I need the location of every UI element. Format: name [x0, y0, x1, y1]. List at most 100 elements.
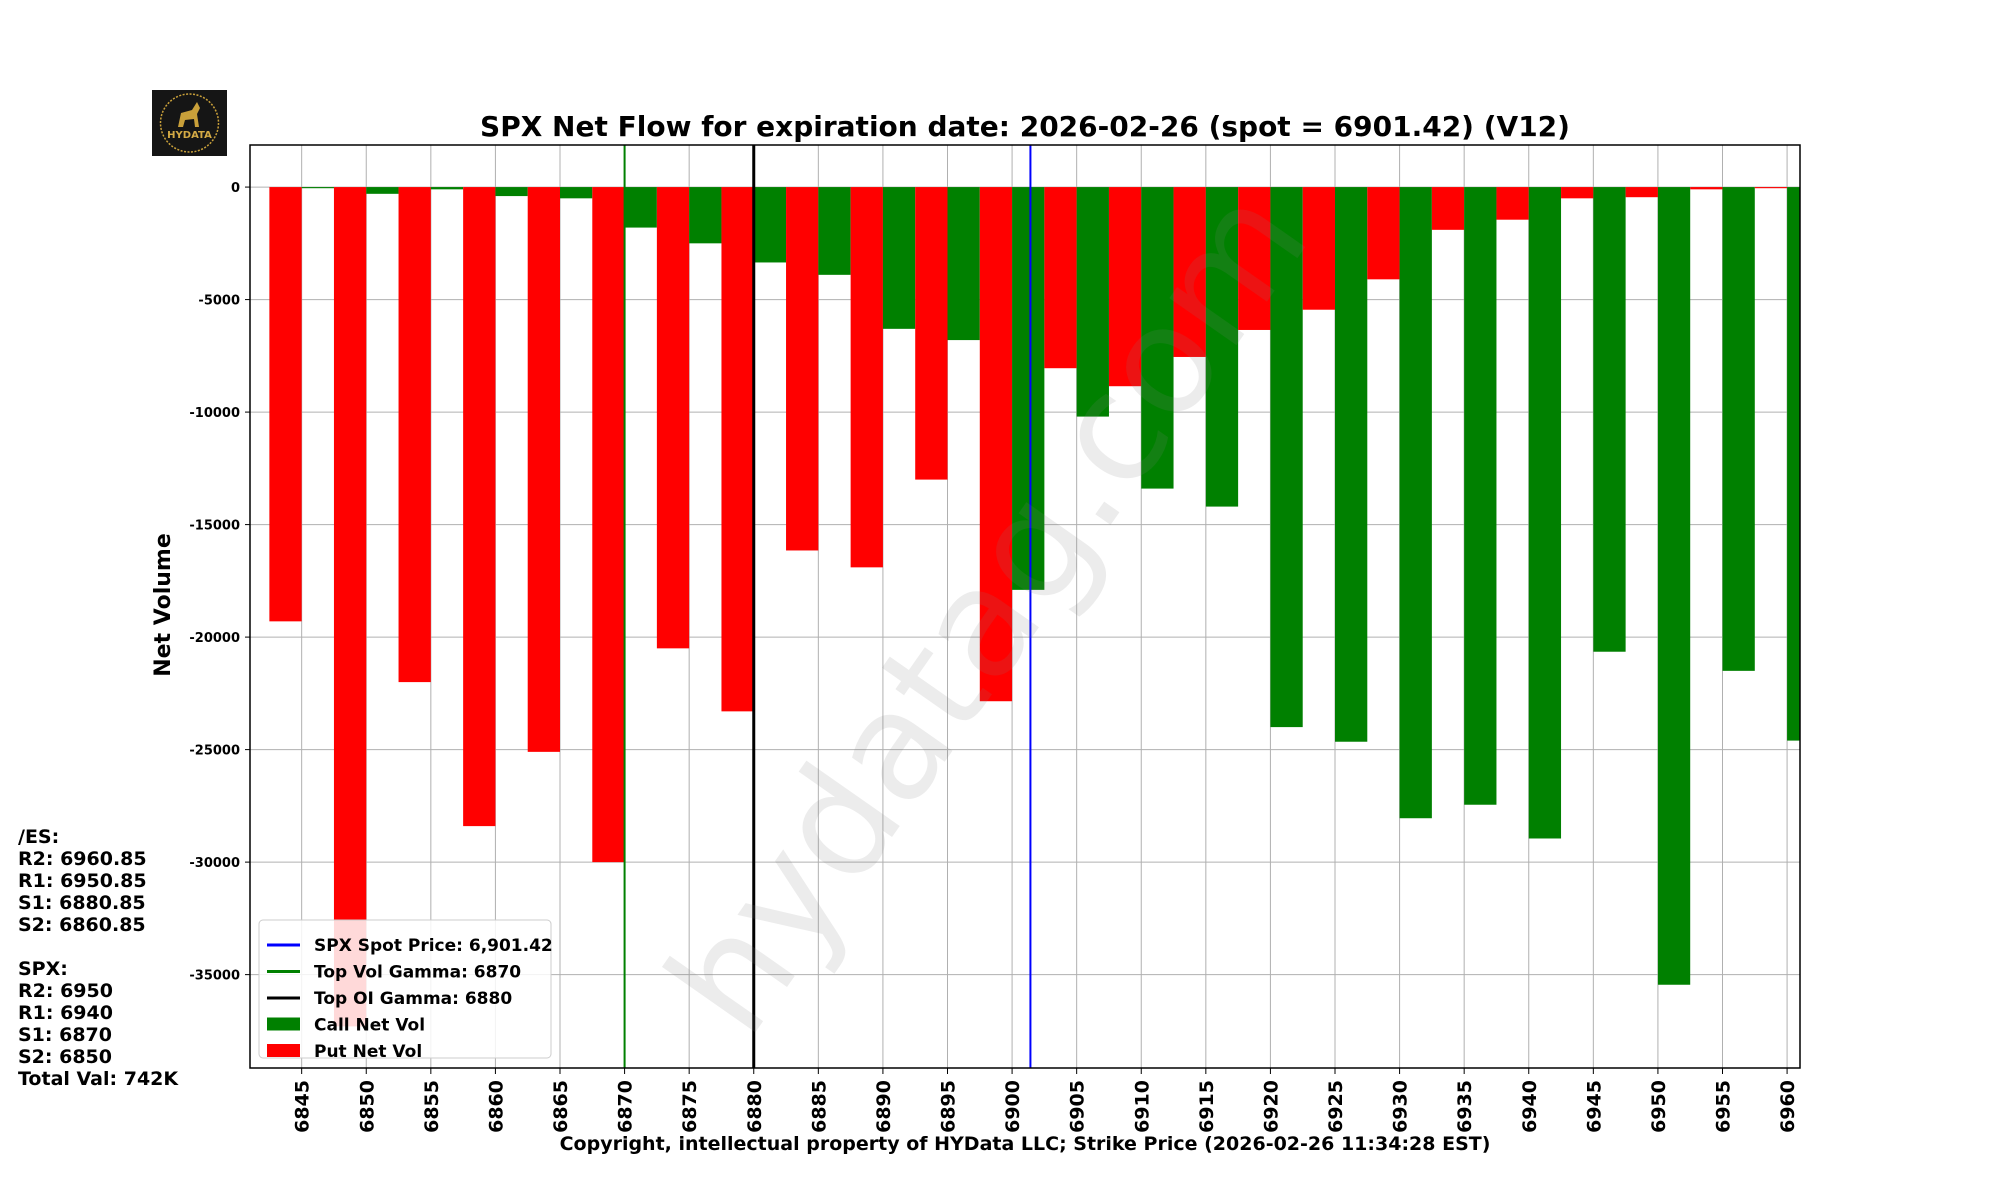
- plot-frame: [249, 144, 1801, 1069]
- legend-label: Top OI Gamma: 6880: [314, 989, 512, 1009]
- put-bar: [1238, 187, 1271, 330]
- x-tick-label: 6930: [1390, 1080, 1412, 1133]
- call-bar: [689, 187, 722, 244]
- y-tick-label: -15000: [189, 519, 240, 534]
- x-tick-label: 6860: [485, 1080, 507, 1133]
- call-bar: [1270, 187, 1303, 728]
- x-tick-label: 6960: [1777, 1080, 1799, 1133]
- call-bar: [1335, 187, 1368, 742]
- call-bar: [560, 187, 593, 199]
- call-bar: [430, 187, 464, 190]
- put-bar: [1108, 187, 1142, 387]
- y-axis-label: Net Volume: [151, 533, 176, 677]
- put-bar: [398, 187, 431, 683]
- y-tick-label: -20000: [189, 631, 240, 646]
- y-tick-label: -35000: [189, 969, 240, 984]
- legend-label: Call Net Vol: [314, 1016, 425, 1036]
- put-bar: [1367, 187, 1400, 280]
- call-bar: [495, 187, 528, 197]
- x-tick-label: 6895: [938, 1080, 960, 1133]
- x-tick-label: 6910: [1131, 1080, 1153, 1133]
- x-ticks: 6845 6850 6855 6860 6865 6870 6875 6880 6885 6890…: [292, 1068, 1799, 1133]
- spx-level: S1: 6870: [18, 1024, 112, 1046]
- es-level: R1: 6950.85: [18, 870, 147, 892]
- x-tick-label: 6880: [744, 1080, 766, 1133]
- put-bar: [721, 187, 754, 712]
- x-tick-label: 6950: [1648, 1080, 1670, 1133]
- legend-label: Top Vol Gamma: 6870: [314, 963, 521, 983]
- x-tick-label: 6940: [1519, 1080, 1541, 1133]
- call-bar: [882, 187, 916, 329]
- x-tick-label: 6900: [1002, 1080, 1024, 1133]
- call-bar: [624, 187, 657, 228]
- call-bar: [753, 187, 787, 263]
- put-bar: [915, 187, 948, 480]
- x-tick-label: 6955: [1713, 1080, 1735, 1133]
- call-bar: [1012, 187, 1045, 590]
- x-tick-label: 6920: [1260, 1080, 1282, 1133]
- put-bar: [527, 187, 560, 752]
- put-bar: [656, 187, 690, 649]
- put-bar: [1754, 187, 1788, 189]
- x-tick-label: 6915: [1196, 1080, 1218, 1133]
- call-bar: [1593, 187, 1626, 652]
- put-bar: [850, 187, 883, 568]
- y-tick-label: 0: [231, 181, 240, 196]
- es-header: /ES:: [18, 826, 60, 848]
- spx-level: S2: 6850: [18, 1046, 112, 1068]
- put-bar: [1431, 187, 1465, 230]
- put-bar: [463, 187, 496, 827]
- call-bar: [1657, 187, 1691, 985]
- x-tick-label: 6855: [421, 1080, 443, 1133]
- call-bar: [947, 187, 980, 341]
- put-bar: [269, 187, 302, 622]
- logo: HYDATA: [152, 90, 227, 156]
- x-tick-label: 6905: [1067, 1080, 1089, 1133]
- put-bar: [592, 187, 625, 863]
- call-bar: [1076, 187, 1109, 417]
- put-bar: [1625, 187, 1658, 198]
- call-bar: [1141, 187, 1174, 489]
- x-tick-label: 6870: [615, 1080, 637, 1133]
- x-tick-label: 6945: [1583, 1080, 1605, 1133]
- legend-patch-swatch: [267, 1017, 300, 1031]
- x-tick-label: 6935: [1454, 1080, 1476, 1133]
- call-bar: [1399, 187, 1432, 819]
- put-bar: [786, 187, 819, 551]
- es-level: S1: 6880.85: [18, 892, 146, 914]
- put-bar: [1173, 187, 1206, 357]
- spx-level: R2: 6950: [18, 980, 113, 1002]
- put-bar: [1690, 187, 1723, 190]
- call-bar: [366, 187, 399, 194]
- x-tick-label: 6845: [292, 1080, 314, 1133]
- x-tick-label: 6890: [873, 1080, 895, 1133]
- call-bar: [1722, 187, 1755, 671]
- y-tick-label: -25000: [189, 744, 240, 759]
- total-value: Total Val: 742K: [18, 1068, 179, 1090]
- put-bar: [1561, 187, 1594, 199]
- legend-patch-swatch: [267, 1044, 300, 1057]
- call-bar: [301, 187, 334, 189]
- put-bar: [979, 187, 1013, 702]
- x-axis-label: Copyright, intellectual property of HYDa…: [560, 1133, 1491, 1155]
- bars: [269, 187, 1800, 1027]
- svg-text:HYDATA: HYDATA: [167, 130, 212, 141]
- call-bar: [1528, 187, 1562, 839]
- call-bar: [818, 187, 851, 275]
- y-ticks: 0 -5000 -10000 -15000 -20000 -25000 -30000 -350…: [189, 181, 250, 984]
- x-tick-label: 6865: [550, 1080, 572, 1133]
- es-level: S2: 6860.85: [18, 914, 146, 936]
- spx-header: SPX:: [18, 958, 68, 980]
- put-bar: [1044, 187, 1077, 369]
- y-tick-label: -5000: [198, 294, 240, 309]
- put-bar: [333, 187, 367, 1027]
- legend-label: Put Net Vol: [314, 1042, 422, 1062]
- x-tick-label: 6850: [356, 1080, 378, 1133]
- legend: SPX Spot Price: 6,901.42 Top Vol Gamma: 6…: [258, 919, 553, 1062]
- x-tick-label: 6875: [679, 1080, 701, 1133]
- y-tick-label: -30000: [189, 856, 240, 871]
- x-tick-label: 6925: [1325, 1080, 1347, 1133]
- put-bar: [1302, 187, 1335, 310]
- spx-level: R1: 6940: [18, 1002, 113, 1024]
